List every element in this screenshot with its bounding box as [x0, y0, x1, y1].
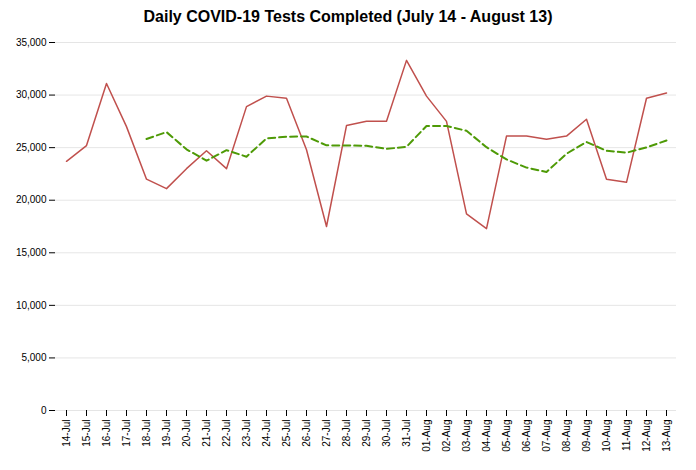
svg-text:19-Jul: 19-Jul — [161, 420, 172, 447]
svg-text:01-Aug: 01-Aug — [421, 420, 432, 452]
svg-text:26-Jul: 26-Jul — [301, 420, 312, 447]
svg-text:12-Aug: 12-Aug — [641, 420, 652, 452]
svg-text:09-Aug: 09-Aug — [581, 420, 592, 452]
svg-text:15,000: 15,000 — [16, 247, 47, 258]
svg-text:14-Jul: 14-Jul — [61, 420, 72, 447]
svg-text:07-Aug: 07-Aug — [541, 420, 552, 452]
svg-text:20-Jul: 20-Jul — [181, 420, 192, 447]
svg-text:30,000: 30,000 — [16, 89, 47, 100]
svg-text:18-Jul: 18-Jul — [141, 420, 152, 447]
svg-text:28-Jul: 28-Jul — [341, 420, 352, 447]
svg-text:08-Aug: 08-Aug — [561, 420, 572, 452]
svg-text:05-Aug: 05-Aug — [501, 420, 512, 452]
svg-text:04-Aug: 04-Aug — [481, 420, 492, 452]
svg-text:10-Aug: 10-Aug — [601, 420, 612, 452]
html-text:Daily COVID-19 Tests Completed: Daily COVID-19 Tests Completed (July 14 … — [143, 8, 553, 25]
svg-text:17-Jul: 17-Jul — [121, 420, 132, 447]
svg-text:30-Jul: 30-Jul — [381, 420, 392, 447]
svg-text:21-Jul: 21-Jul — [201, 420, 212, 447]
svg-text:06-Aug: 06-Aug — [521, 420, 532, 452]
svg-text:25,000: 25,000 — [16, 142, 47, 153]
svg-text:22-Jul: 22-Jul — [221, 420, 232, 447]
svg-text:03-Aug: 03-Aug — [461, 420, 472, 452]
svg-text:15-Jul: 15-Jul — [81, 420, 92, 447]
svg-text:27-Jul: 27-Jul — [321, 420, 332, 447]
svg-text:5,000: 5,000 — [21, 352, 46, 363]
svg-text:13-Aug: 13-Aug — [661, 420, 672, 452]
svg-text:24-Jul: 24-Jul — [261, 420, 272, 447]
svg-text:29-Jul: 29-Jul — [361, 420, 372, 447]
svg-text:23-Jul: 23-Jul — [241, 420, 252, 447]
svg-text:31-Jul: 31-Jul — [401, 420, 412, 447]
svg-text:02-Aug: 02-Aug — [441, 420, 452, 452]
svg-text:10,000: 10,000 — [16, 300, 47, 311]
svg-text:11-Aug: 11-Aug — [621, 420, 632, 452]
svg-text:35,000: 35,000 — [16, 37, 47, 48]
svg-text:0: 0 — [41, 405, 47, 416]
svg-text:20,000: 20,000 — [16, 194, 47, 205]
svg-text:16-Jul: 16-Jul — [101, 420, 112, 447]
svg-text:25-Jul: 25-Jul — [281, 420, 292, 447]
